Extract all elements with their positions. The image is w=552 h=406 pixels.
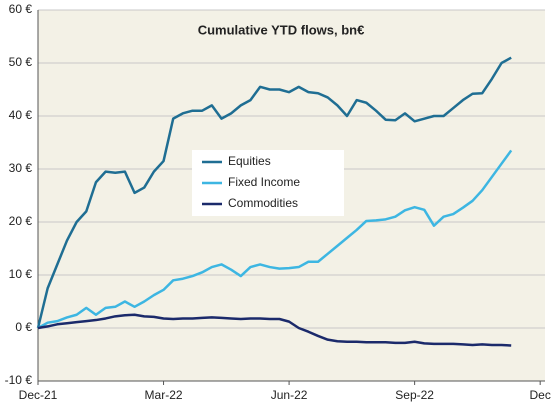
x-tick-label: Dec-21 [19,388,58,402]
series-line [37,313,512,347]
chart-title: Cumulative YTD flows, bn€ [198,22,365,37]
x-tick-label: Jun-22 [271,388,308,402]
series-line [37,149,513,330]
y-tick-label: 30 € [9,161,33,175]
y-tick-label: 60 € [9,2,33,16]
y-tick-label: 20 € [9,214,33,228]
legend-label: Fixed Income [228,175,300,189]
x-tick-label: Sep-22 [395,388,434,402]
y-tick-label: 0 € [15,320,32,334]
legend-label: Equities [228,154,271,168]
y-tick-label: 40 € [9,108,33,122]
y-tick-label: 10 € [9,267,33,281]
x-tick-label: Mar-22 [145,388,183,402]
series-line [36,56,512,329]
y-tick-label: 50 € [9,55,33,69]
legend-label: Commodities [228,196,298,210]
x-tick-label: Dec [529,388,550,402]
y-tick-label: -10 € [5,373,33,387]
